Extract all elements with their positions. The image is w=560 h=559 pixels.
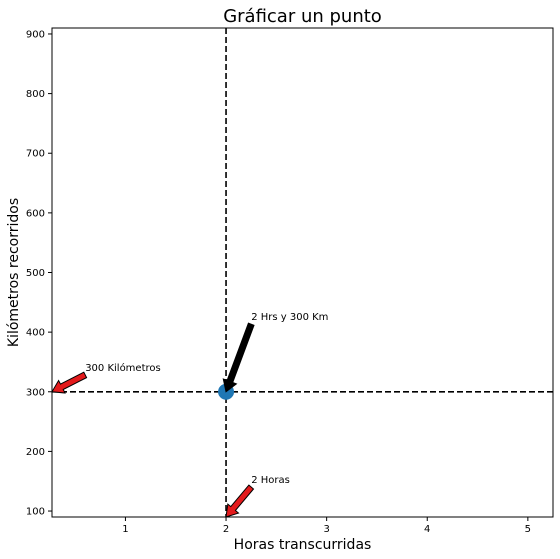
plot-area-frame (51, 27, 554, 518)
y-tick-label: 600 (26, 208, 45, 219)
x-tick-label: 1 (122, 524, 128, 535)
x-axis-label: Horas transcurridas (234, 537, 372, 553)
annotation-arrow (225, 484, 255, 518)
chart-title: Gráficar un punto (223, 6, 382, 27)
y-tick-label: 100 (26, 507, 45, 518)
y-axis-label: Kilómetros recorridos (6, 198, 22, 347)
reference-lines (52, 28, 553, 517)
annotation-arrow (222, 322, 255, 393)
annotations: 2 Hrs y 300 Km 300 Kilómetros 2 Horas (51, 312, 328, 518)
x-axis-ticks: 1 2 3 4 5 (122, 517, 531, 535)
annotation-label: 300 Kilómetros (85, 362, 161, 374)
x-tick-label: 2 (223, 524, 229, 535)
y-tick-label: 400 (26, 328, 45, 339)
y-axis-ticks: 100 200 300 400 500 600 700 800 900 (26, 29, 52, 518)
annotation-label: 2 Hrs y 300 Km (251, 312, 328, 323)
x-tick-label: 5 (525, 524, 531, 535)
annotation-arrow (51, 371, 88, 394)
y-tick-label: 500 (26, 268, 45, 279)
y-tick-label: 300 (26, 387, 45, 398)
y-tick-label: 700 (26, 149, 45, 160)
y-tick-label: 800 (26, 89, 45, 100)
annotation-label: 2 Horas (251, 475, 290, 486)
y-tick-label: 900 (26, 29, 45, 40)
x-tick-label: 4 (424, 524, 430, 535)
x-tick-label: 3 (323, 524, 329, 535)
y-tick-label: 200 (26, 447, 45, 458)
